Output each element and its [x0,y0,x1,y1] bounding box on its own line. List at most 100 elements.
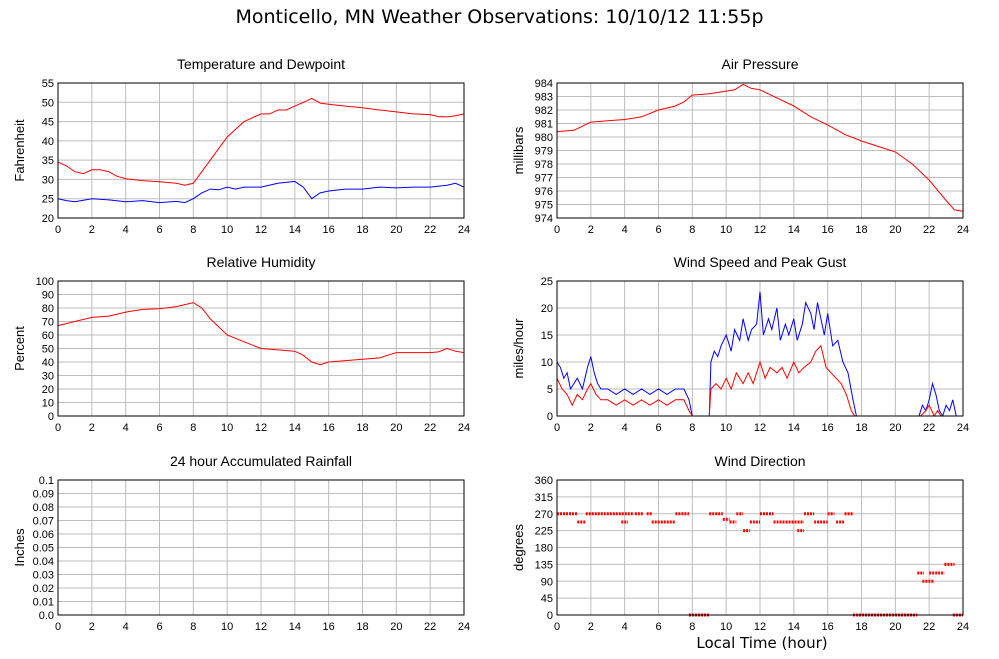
temp-x-tick-label-7: 14 [289,224,301,236]
pressure-x-tick-label-11: 22 [923,224,935,236]
humidity-y-tick-label-6: 60 [42,330,54,342]
rainfall-x-tick-label-3: 6 [156,621,162,633]
wind-y-tick-label-3: 15 [541,330,553,342]
humidity-chart-title: Relative Humidity [207,254,316,270]
wind-y-tick-label-1: 5 [547,384,553,396]
direction-x-tick-label-10: 20 [889,621,901,633]
wind-y-axis-label: miles/hour [511,318,526,379]
wind-x-tick-label-6: 12 [754,422,766,434]
humidity-x-tick-label-10: 20 [390,422,402,434]
humidity-y-tick-label-2: 20 [42,384,54,396]
humidity-y-tick-label-7: 70 [42,317,54,329]
rainfall-x-tick-label-6: 12 [255,621,267,633]
humidity-x-tick-label-4: 8 [190,422,196,434]
temp-x-tick-label-0: 0 [55,224,61,236]
temp-y-tick-label-6: 50 [42,97,54,109]
wind-x-tick-label-7: 14 [788,422,800,434]
direction-x-tick-label-0: 0 [554,621,560,633]
humidity-y-tick-label-5: 50 [42,344,54,356]
rainfall-y-tick-label-7: 0.07 [33,516,54,528]
rainfall-y-tick-label-3: 0.03 [33,570,54,582]
rainfall-x-tick-label-9: 18 [356,621,368,633]
temp-plot-frame [57,82,465,219]
wind-y-tick-label-2: 10 [541,357,553,369]
humidity-x-tick-label-8: 16 [323,422,335,434]
temp-y-tick-label-1: 25 [42,194,54,206]
wind-x-tick-label-1: 2 [588,422,594,434]
direction-y-tick-label-0: 0 [547,610,553,622]
direction-x-tick-label-3: 6 [655,621,661,633]
rainfall-x-tick-label-5: 10 [221,621,233,633]
humidity-x-tick-label-0: 0 [55,422,61,434]
rainfall-x-tick-label-8: 16 [323,621,335,633]
humidity-series-line-0 [57,302,465,366]
page-title: Monticello, MN Weather Observations: 10/… [235,6,764,28]
pressure-y-tick-label-2: 976 [535,186,553,198]
wind-x-tick-label-10: 20 [889,422,901,434]
wind-chart-title: Wind Speed and Peak Gust [674,254,847,270]
wind-series-line-1 [556,344,963,418]
temp-x-tick-label-12: 24 [458,224,470,236]
direction-y-tick-label-7: 315 [535,492,553,504]
pressure-x-tick-label-12: 24 [957,224,969,236]
rainfall-y-tick-label-8: 0.08 [33,502,54,514]
direction-x-tick-label-6: 12 [754,621,766,633]
humidity-y-tick-label-0: 0 [48,411,54,423]
direction-x-tick-label-5: 10 [720,621,732,633]
pressure-x-tick-label-4: 8 [689,224,695,236]
humidity-x-tick-label-5: 10 [221,422,233,434]
pressure-x-tick-label-9: 18 [855,224,867,236]
temp-y-tick-label-4: 40 [42,136,54,148]
direction-x-tick-label-8: 16 [822,621,834,633]
pressure-y-tick-label-8: 982 [535,105,553,117]
rainfall-y-axis-label: Inches [12,528,27,567]
temp-series-line-1 [57,180,465,204]
wind-x-tick-label-0: 0 [554,422,560,434]
wind-x-tick-label-2: 4 [622,422,628,434]
pressure-y-axis-label: millibars [511,126,526,174]
direction-y-tick-label-5: 225 [535,526,553,538]
direction-y-tick-label-6: 270 [535,509,553,521]
pressure-series-line-0 [556,83,964,212]
wind-x-tick-label-3: 6 [655,422,661,434]
temp-y-tick-label-5: 45 [42,117,54,129]
wind-x-tick-label-9: 18 [855,422,867,434]
humidity-x-tick-label-9: 18 [356,422,368,434]
rainfall-x-tick-label-10: 20 [390,621,402,633]
direction-x-tick-label-11: 22 [923,621,935,633]
temp-x-tick-label-4: 8 [190,224,196,236]
direction-y-tick-label-3: 135 [535,559,553,571]
direction-y-tick-label-1: 45 [541,593,553,605]
temp-y-tick-label-7: 55 [42,78,54,90]
direction-x-tick-label-9: 18 [855,621,867,633]
direction-y-axis-label: degrees [511,524,526,571]
humidity-x-tick-label-11: 22 [424,422,436,434]
rainfall-y-tick-label-2: 0.02 [33,583,54,595]
temp-x-tick-label-11: 22 [424,224,436,236]
temp-x-tick-label-8: 16 [323,224,335,236]
temp-y-tick-label-2: 30 [42,174,54,186]
wind-y-tick-label-4: 20 [541,303,553,315]
direction-chart-title: Wind Direction [714,453,805,469]
pressure-x-tick-label-6: 12 [754,224,766,236]
rainfall-y-tick-label-10: 0.1 [39,475,54,487]
rainfall-chart-title: 24 hour Accumulated Rainfall [170,453,352,469]
humidity-y-axis-label: Percent [12,326,27,371]
humidity-plot-frame [57,280,465,417]
temp-x-tick-label-6: 12 [255,224,267,236]
pressure-y-tick-label-6: 980 [535,132,553,144]
rainfall-plot-frame [57,479,465,616]
wind-x-tick-label-11: 22 [923,422,935,434]
rainfall-x-tick-label-2: 4 [123,621,129,633]
pressure-x-tick-label-7: 14 [788,224,800,236]
rainfall-y-tick-label-1: 0.01 [33,597,54,609]
pressure-x-tick-label-10: 20 [889,224,901,236]
temp-x-tick-label-3: 6 [156,224,162,236]
rainfall-y-tick-label-5: 0.05 [33,543,54,555]
pressure-plot-frame [556,82,964,219]
humidity-x-tick-label-6: 12 [255,422,267,434]
temp-x-tick-label-1: 2 [89,224,95,236]
wind-plot-frame [556,280,964,417]
humidity-x-tick-label-3: 6 [156,422,162,434]
pressure-x-tick-label-2: 4 [622,224,628,236]
